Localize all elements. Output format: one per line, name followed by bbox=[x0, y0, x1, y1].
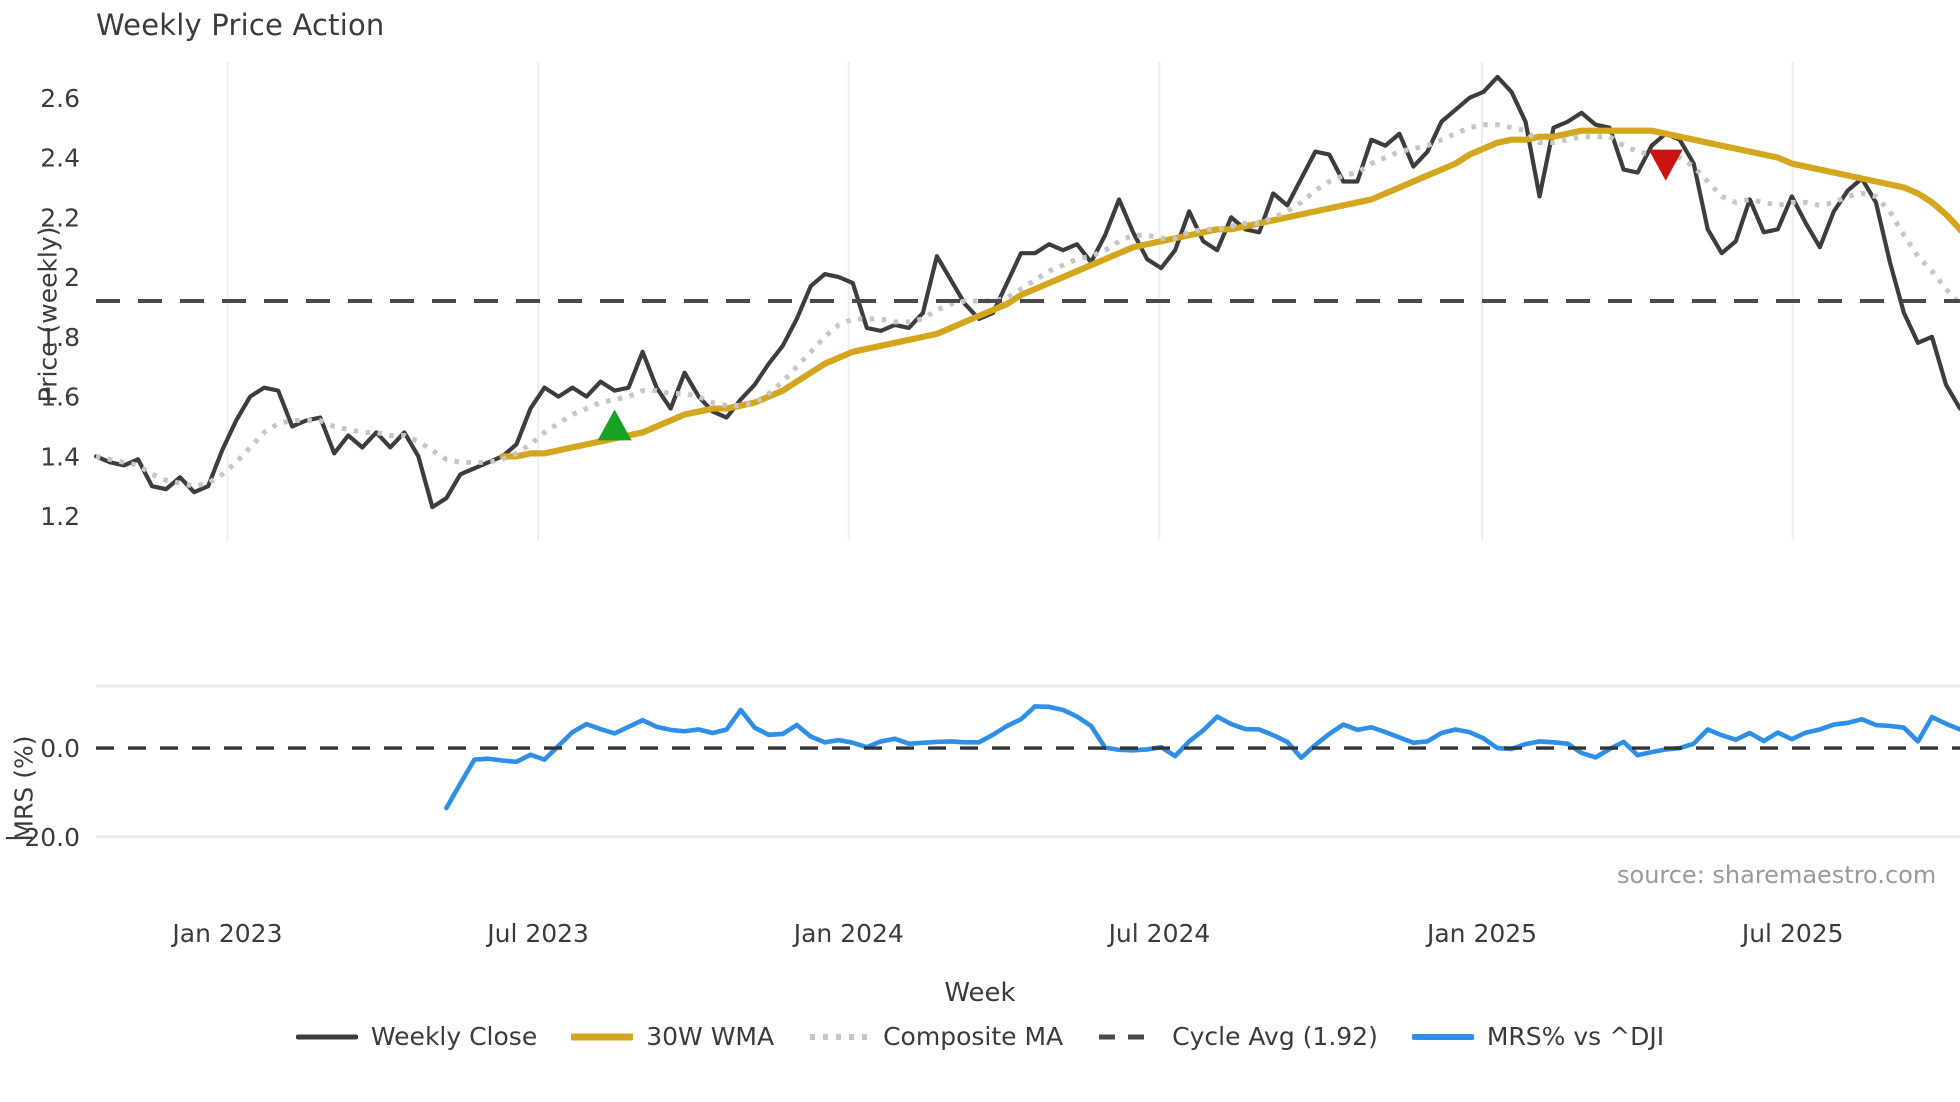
legend-label: MRS% vs ^DJI bbox=[1486, 1022, 1665, 1051]
price-ytick-label: 1.2 bbox=[40, 502, 80, 531]
legend-label: Cycle Avg (1.92) bbox=[1172, 1022, 1378, 1051]
page-title: Weekly Price Action bbox=[96, 8, 385, 42]
legend-swatch-solid-icon bbox=[571, 1033, 634, 1040]
mrs-y-ticks: 0.0 −20.0 bbox=[3, 734, 80, 852]
price-series-group bbox=[93, 74, 1960, 510]
reference-lines bbox=[96, 299, 1960, 750]
mrs-series-group bbox=[444, 704, 1960, 811]
series-line-30w-wma bbox=[499, 127, 1960, 460]
price-ytick-label: 2.2 bbox=[40, 203, 80, 232]
price-ytick-label: 2.4 bbox=[40, 144, 80, 173]
x-tick-label: Jan 2024 bbox=[792, 919, 904, 948]
legend-swatch-solid-icon bbox=[1411, 1033, 1474, 1040]
x-axis-label: Week bbox=[944, 978, 1016, 1008]
x-tick-label: Jul 2024 bbox=[1107, 919, 1211, 948]
legend-swatch-dotted-icon bbox=[810, 1033, 869, 1040]
sell-marker bbox=[1648, 149, 1683, 181]
mrs-ytick-label: −20.0 bbox=[3, 823, 80, 852]
legend-swatch-dashed-icon bbox=[1099, 1034, 1158, 1039]
mrs-axis-label: MRS (%) bbox=[9, 735, 39, 842]
x-ticks: Jan 2023 Jul 2023 Jan 2024 Jul 2024 Jan 2025… bbox=[170, 919, 1843, 948]
buy-marker bbox=[597, 409, 632, 441]
legend-item-cycle-avg-1-92[interactable]: Cycle Avg (1.92) bbox=[1097, 1022, 1378, 1051]
series-line-mrs-vs-dji bbox=[444, 704, 1960, 811]
legend-label: 30W WMA bbox=[646, 1022, 775, 1051]
legend-item-mrs-vs-dji[interactable]: MRS% vs ^DJI bbox=[1411, 1022, 1665, 1051]
legend-item-weekly-close[interactable]: Weekly Close bbox=[295, 1022, 538, 1051]
x-tick-label: Jul 2023 bbox=[485, 919, 589, 948]
legend-label: Weekly Close bbox=[370, 1022, 538, 1051]
mrs-ytick-label: 0.0 bbox=[40, 734, 80, 763]
legend-label: Composite MA bbox=[883, 1022, 1064, 1051]
chart-legend: Weekly Close 30W WMA Composite MA Cycle Avg… bbox=[0, 1022, 1960, 1051]
price-ytick-label: 1.4 bbox=[40, 442, 80, 471]
x-tick-label: Jul 2025 bbox=[1740, 919, 1844, 948]
price-y-ticks: 1.2 1.4 1.6 1.8 2 2.2 2.4 2.6 bbox=[40, 84, 80, 531]
legend-item-composite-ma[interactable]: Composite MA bbox=[808, 1022, 1063, 1051]
source-watermark: source: sharemaestro.com bbox=[1617, 861, 1937, 889]
price-ytick-label: 1.8 bbox=[40, 323, 80, 352]
legend-item-30w-wma[interactable]: 30W WMA bbox=[571, 1022, 774, 1051]
mrs-grid bbox=[96, 684, 1960, 839]
x-tick-label: Jan 2023 bbox=[170, 919, 282, 948]
x-tick-label: Jan 2025 bbox=[1425, 919, 1537, 948]
price-ytick-label: 1.6 bbox=[40, 383, 80, 412]
legend-swatch-solid-icon bbox=[295, 1034, 358, 1039]
price-ytick-label: 2.6 bbox=[40, 84, 80, 113]
signal-markers bbox=[597, 149, 1683, 441]
price-axis-label: Price (weekly) bbox=[33, 226, 63, 403]
price-ytick-label: 2 bbox=[64, 263, 80, 292]
